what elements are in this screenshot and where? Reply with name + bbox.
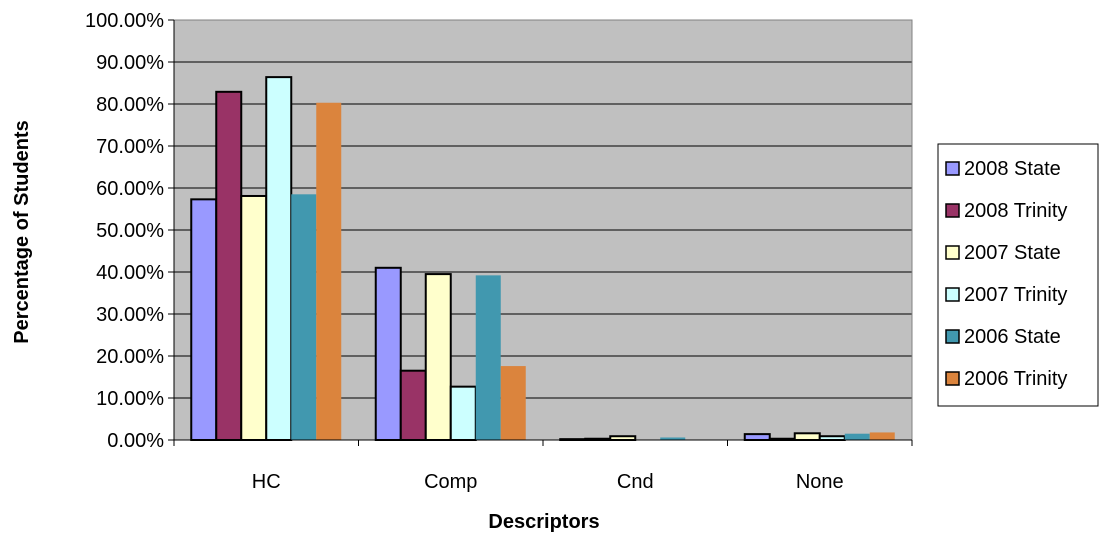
legend-swatch — [945, 329, 960, 344]
y-tick-label: 20.00% — [96, 346, 164, 368]
x-tick-label: None — [796, 471, 844, 493]
x-axis-title: Descriptors — [488, 511, 599, 533]
legend-label: 2007 Trinity — [964, 284, 1067, 306]
legend: 2008 State 2008 Trinity 2007 State 2007 Tri… — [937, 143, 1099, 407]
bar — [316, 102, 342, 441]
legend-label: 2007 State — [964, 242, 1061, 264]
legend-label: 2006 State — [964, 326, 1061, 348]
bar — [399, 369, 427, 442]
y-tick-label: 90.00% — [96, 52, 164, 74]
bar — [475, 275, 501, 440]
y-tick-label: 80.00% — [96, 94, 164, 116]
y-tick-label: 60.00% — [96, 178, 164, 200]
legend-swatch — [945, 371, 960, 386]
bar — [609, 435, 637, 442]
y-tick-label: 10.00% — [96, 388, 164, 410]
bar — [374, 266, 402, 441]
legend-label: 2006 Trinity — [964, 368, 1067, 390]
y-axis-title: Percentage of Students — [11, 120, 33, 343]
bar — [660, 437, 686, 440]
bar — [793, 432, 821, 441]
legend-swatch — [945, 287, 960, 302]
bar — [869, 432, 895, 440]
y-tick-label: 0.00% — [107, 430, 164, 452]
bar — [265, 76, 293, 442]
bar — [500, 366, 526, 440]
legend-swatch — [945, 203, 960, 218]
bar — [291, 194, 317, 440]
legend-swatch — [945, 245, 960, 260]
bar — [844, 433, 870, 440]
legend-label: 2008 State — [964, 158, 1061, 180]
bar — [240, 194, 268, 441]
bar — [215, 90, 243, 441]
axes: 0.00% 10.00% 20.00% 30.00% 40.00% 50.00% 60.00… — [85, 10, 913, 493]
x-tick-label: HC — [252, 471, 281, 493]
y-tick-label: 30.00% — [96, 304, 164, 326]
bar — [424, 273, 452, 441]
legend-swatch — [945, 161, 960, 176]
bar — [743, 433, 771, 441]
legend-label: 2008 Trinity — [964, 200, 1067, 222]
y-tick-label: 50.00% — [96, 220, 164, 242]
bar — [818, 435, 846, 442]
y-tick-label: 100.00% — [85, 10, 164, 32]
y-tick-label: 40.00% — [96, 262, 164, 284]
x-tick-label: Cnd — [617, 471, 654, 493]
legend-box — [937, 143, 1099, 407]
bar — [449, 385, 477, 442]
bar — [190, 198, 218, 441]
x-tick-label: Comp — [424, 471, 477, 493]
y-tick-label: 70.00% — [96, 136, 164, 158]
